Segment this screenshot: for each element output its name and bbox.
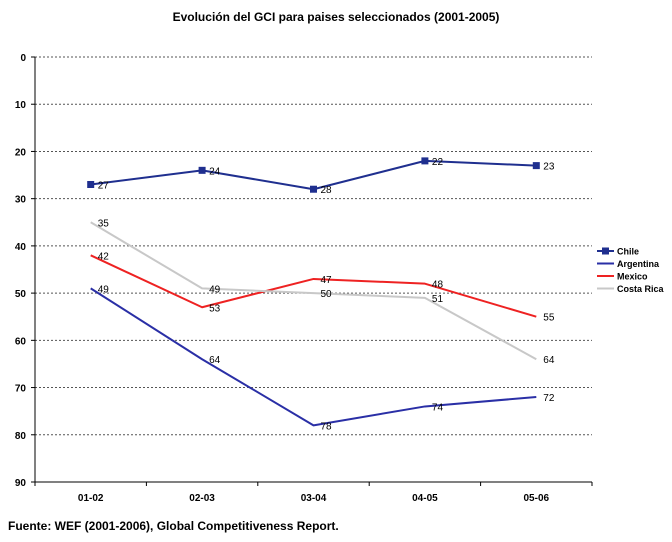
- data-label: 24: [209, 166, 221, 177]
- data-label: 42: [98, 251, 110, 262]
- data-label: 64: [209, 355, 221, 366]
- data-label: 72: [543, 393, 555, 404]
- legend-label: Chile: [617, 247, 639, 257]
- y-tick-label: 30: [15, 195, 27, 206]
- y-tick-label: 0: [20, 53, 26, 64]
- legend-marker: [602, 247, 609, 255]
- series-line: [90, 221, 537, 361]
- data-point: [532, 162, 540, 170]
- y-tick-label: 50: [15, 289, 27, 300]
- data-point: [421, 157, 429, 165]
- x-tick-label: 02-03: [189, 493, 215, 504]
- x-tick-label: 05-06: [524, 493, 550, 504]
- series-line: [90, 159, 537, 191]
- data-label: 64: [543, 355, 555, 366]
- data-label: 51: [432, 294, 444, 305]
- data-label: 27: [98, 181, 110, 192]
- data-label: 28: [321, 185, 333, 196]
- data-point: [87, 181, 95, 188]
- data-labels: 27 24 28 22 23 49 64 78 74 72 42 53 47 48 55 35 49 50 51 64: [98, 157, 555, 432]
- x-tick-label: 04-05: [412, 493, 438, 504]
- x-tick-label: 01-02: [78, 493, 104, 504]
- data-point: [310, 185, 317, 193]
- chart-title: Evolución del GCI para paises selecciona…: [172, 10, 500, 24]
- data-label: 55: [543, 313, 555, 324]
- axes: 0 10 20 30 40 50 60 70 80 90 01-02 02-03 03-04 04-05 0…: [15, 53, 593, 504]
- gridlines: [35, 56, 592, 436]
- y-tick-label: 80: [15, 431, 27, 442]
- data-label: 22: [432, 157, 444, 168]
- x-tick-label: 03-04: [301, 493, 327, 504]
- data-label: 78: [321, 421, 333, 432]
- source-note: Fuente: WEF (2001-2006), Global Competit…: [8, 519, 339, 533]
- legend-label: Costa Rica: [617, 284, 665, 294]
- data-label: 50: [321, 289, 333, 300]
- data-label: 23: [543, 162, 555, 173]
- y-tick-label: 60: [15, 336, 27, 347]
- line-chart: 0 10 20 30 40 50 60 70 80 90 01-02 02-03 03-04 04-05 0…: [15, 53, 665, 504]
- series-lines: [87, 157, 540, 427]
- legend: Chile Argentina Mexico Costa Rica: [597, 247, 665, 294]
- data-point: [198, 166, 206, 174]
- legend-label: Mexico: [617, 272, 648, 282]
- data-label: 49: [98, 284, 110, 295]
- data-label: 35: [98, 218, 110, 229]
- y-tick-label: 40: [15, 242, 27, 253]
- y-tick-label: 20: [15, 147, 27, 158]
- series-line: [90, 254, 537, 318]
- data-label: 49: [209, 284, 221, 295]
- y-tick-label: 70: [15, 384, 27, 395]
- y-tick-label: 10: [15, 100, 27, 111]
- legend-label: Argentina: [617, 259, 660, 269]
- data-label: 53: [209, 303, 221, 314]
- series-line: [90, 287, 537, 427]
- data-label: 74: [432, 402, 444, 413]
- data-label: 48: [432, 280, 444, 291]
- data-label: 47: [321, 275, 333, 286]
- y-tick-label: 90: [15, 478, 27, 489]
